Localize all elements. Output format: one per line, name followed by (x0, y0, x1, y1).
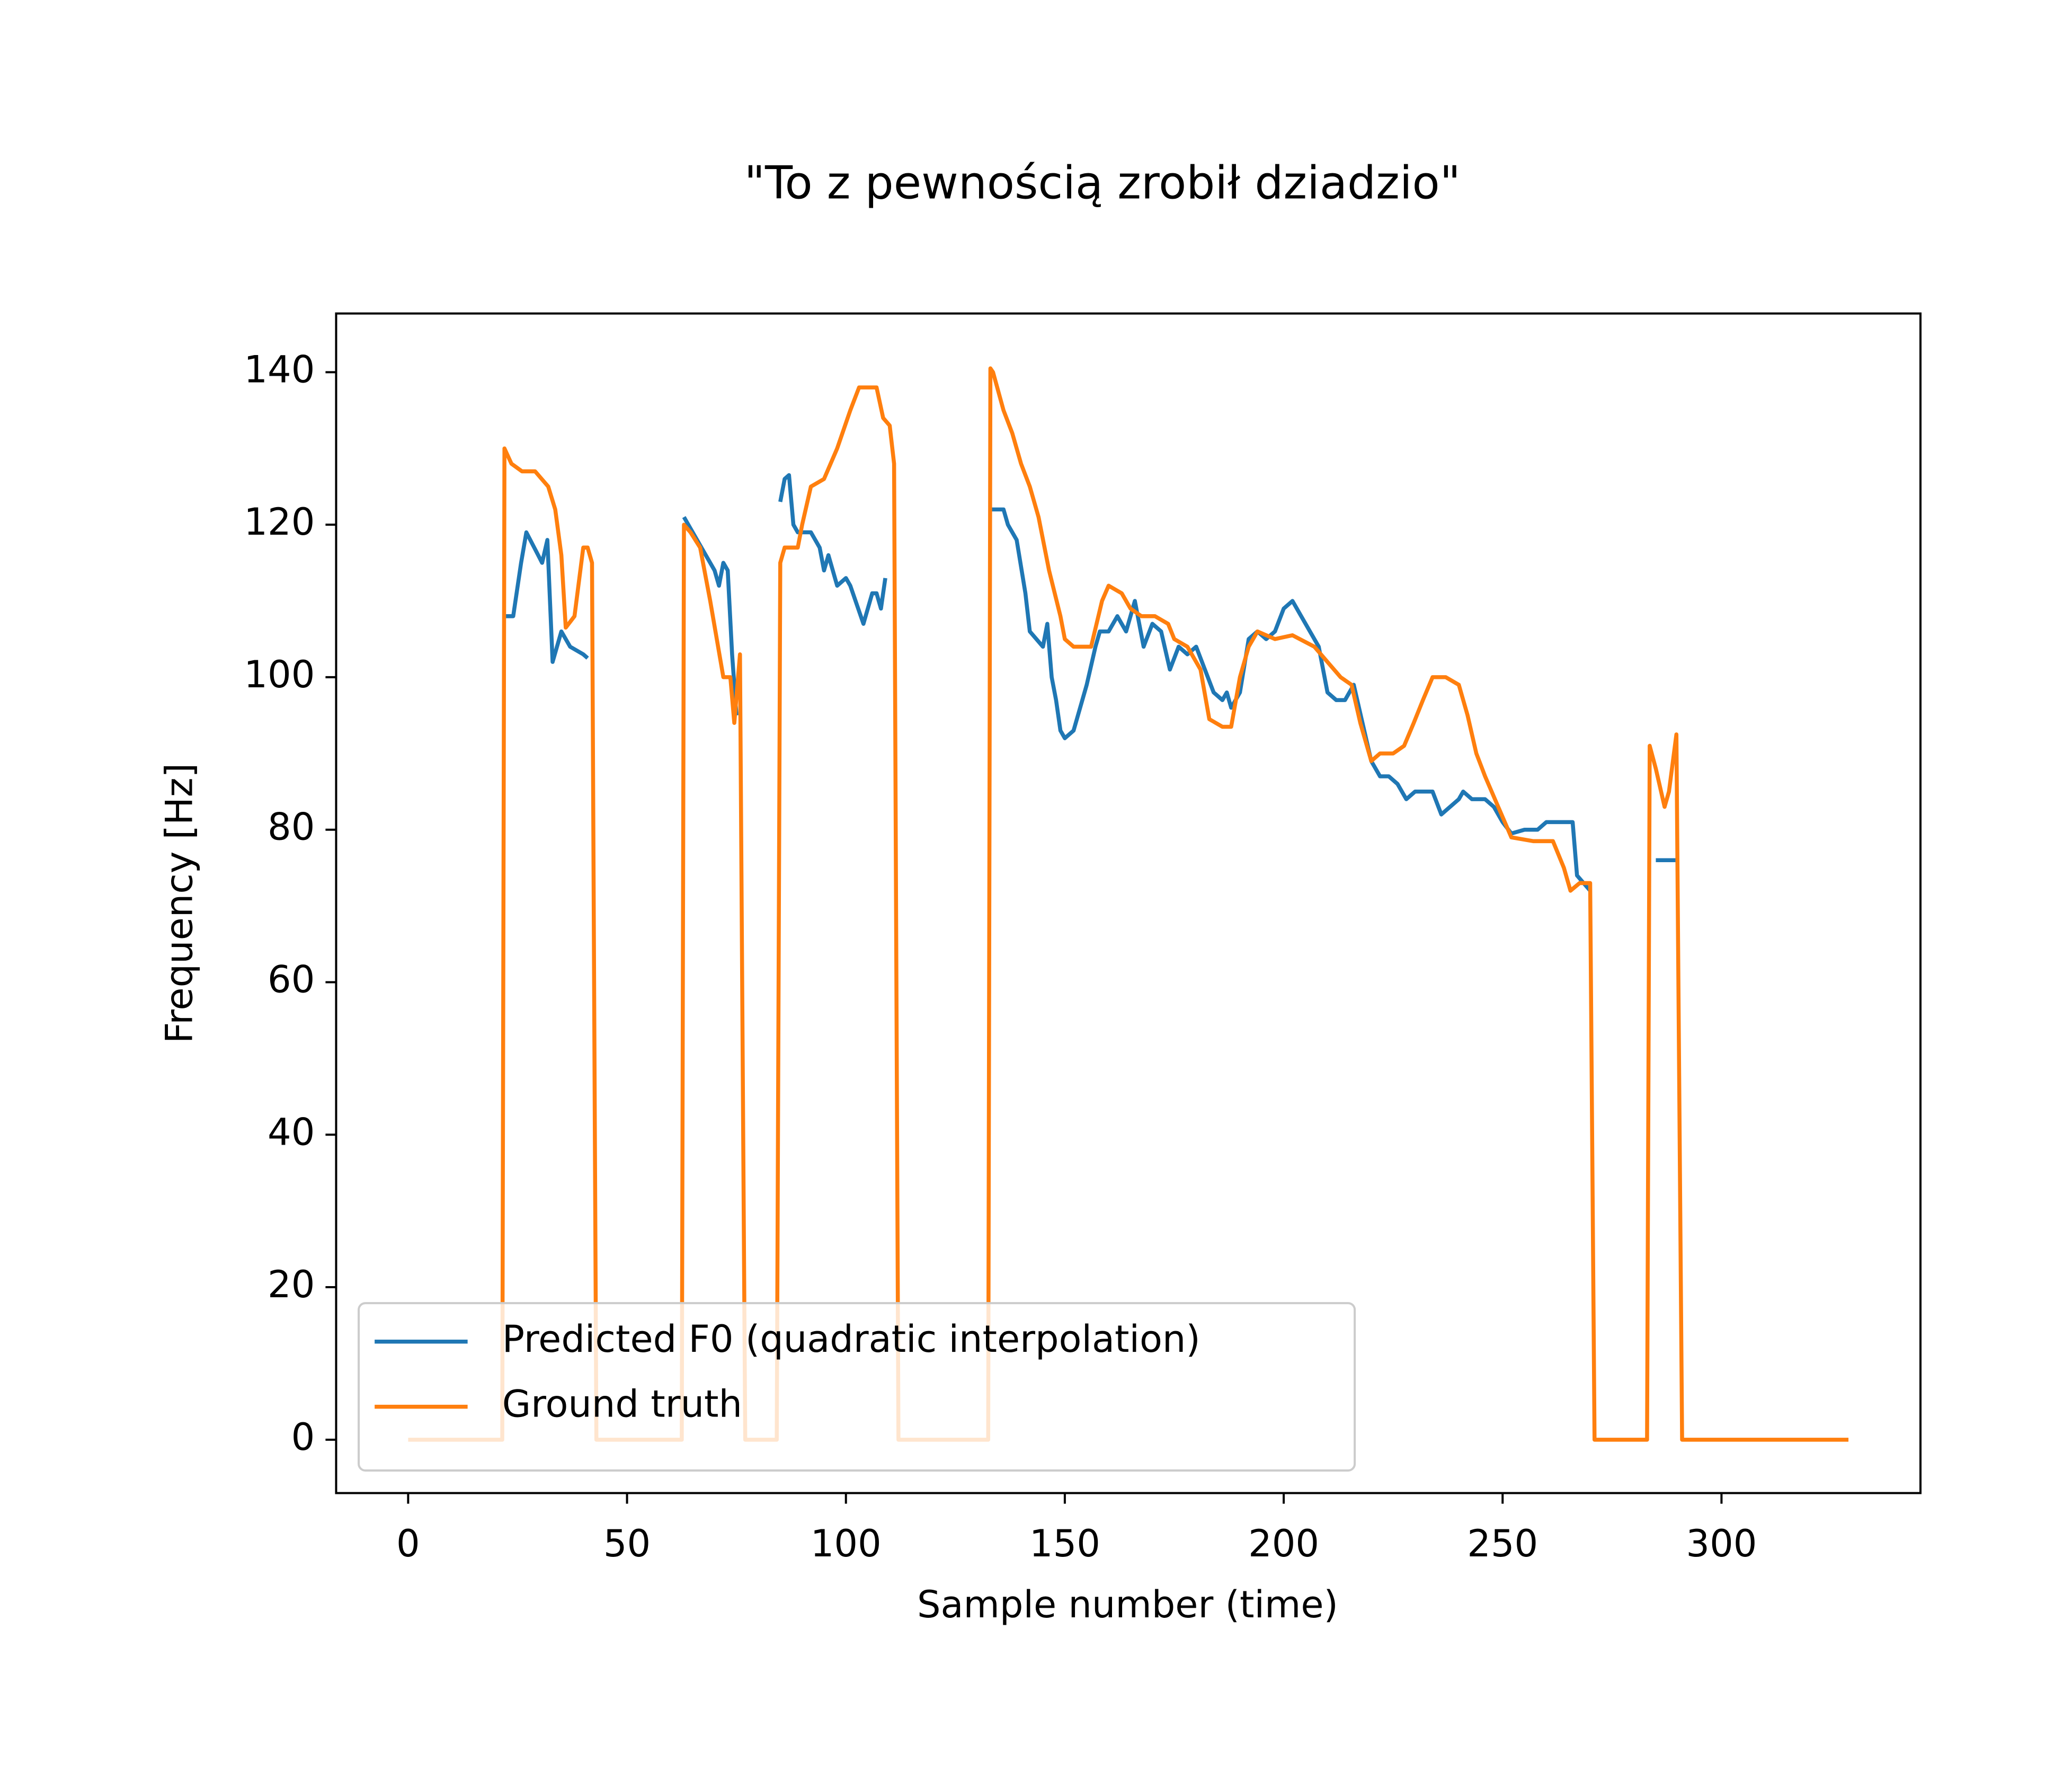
x-tick-label: 50 (603, 1522, 651, 1565)
x-tick-label: 300 (1686, 1522, 1757, 1565)
y-tick-label: 140 (244, 348, 315, 391)
x-axis-label: Sample number (time) (917, 1583, 1338, 1626)
y-tick-label: 0 (291, 1415, 315, 1459)
data-line (504, 473, 1678, 892)
y-tick-label: 80 (268, 805, 315, 849)
plot-frame (335, 312, 1922, 1494)
legend-label: Ground truth (502, 1383, 742, 1426)
y-tick-label: 120 (244, 500, 315, 544)
legend: Predicted F0 (quadratic interpolation) Gr… (358, 1302, 1356, 1472)
y-axis-label: Frequency [Hz] (158, 763, 201, 1043)
x-tick-label: 150 (1029, 1522, 1100, 1565)
y-tick-label: 100 (244, 653, 315, 696)
x-tick-label: 0 (396, 1522, 420, 1565)
legend-label: Predicted F0 (quadratic interpolation) (502, 1317, 1200, 1361)
y-tick-label: 60 (268, 958, 315, 1002)
y-tick-label: 40 (268, 1110, 315, 1154)
x-tick-label: 100 (811, 1522, 882, 1565)
chart-title: "To z pewnością zrobił dziadzio" (744, 157, 1461, 209)
x-tick-label: 250 (1467, 1522, 1538, 1565)
y-tick-label: 20 (268, 1263, 315, 1306)
x-tick-label: 200 (1248, 1522, 1319, 1565)
data-line (408, 366, 1849, 1442)
legend-box (358, 1302, 1356, 1472)
